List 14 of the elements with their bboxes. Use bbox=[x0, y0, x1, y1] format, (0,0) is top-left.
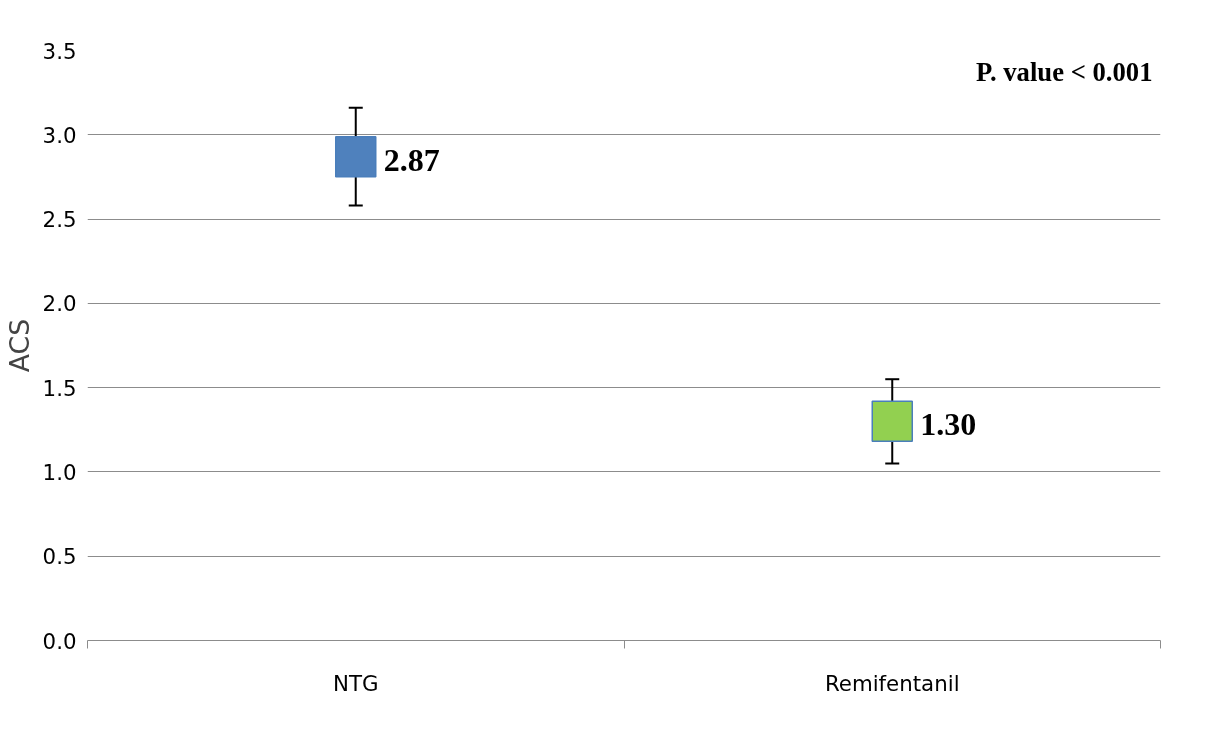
x-tick-label: Remifentanil bbox=[824, 670, 960, 696]
x-tick-label: NTG bbox=[333, 670, 379, 696]
y-tick-label: 2.0 bbox=[42, 291, 77, 317]
y-tick-label: 1.0 bbox=[42, 459, 77, 485]
annotation: P. value < 0.001 bbox=[976, 56, 1153, 87]
text: 1.30 bbox=[920, 406, 977, 443]
text: 2.87 bbox=[383, 141, 440, 178]
y-axis-title: ACS bbox=[3, 318, 35, 373]
y-tick-label: 0.5 bbox=[42, 544, 77, 570]
y-tick-label: 2.5 bbox=[42, 207, 77, 233]
y-tick-label: 3.0 bbox=[42, 122, 77, 148]
y-tick-label: 0.0 bbox=[42, 628, 77, 654]
y-tick-label: 3.5 bbox=[42, 38, 77, 64]
y-tick-label: 1.5 bbox=[42, 375, 77, 401]
